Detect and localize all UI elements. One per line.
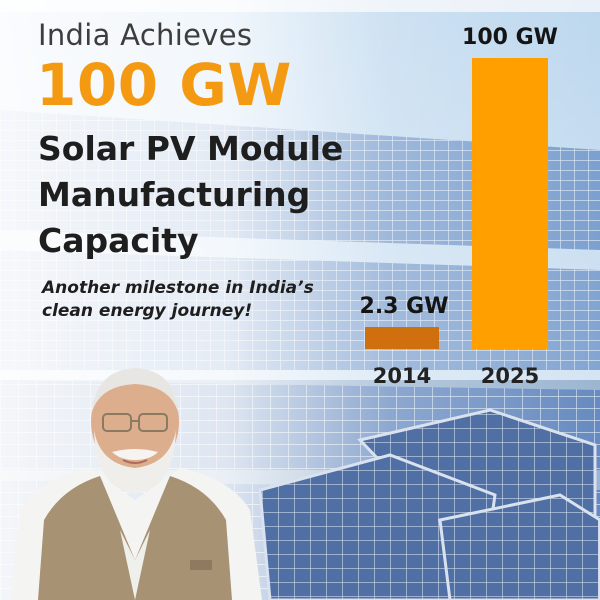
tick-label-2014: 2014: [373, 364, 431, 388]
headline-main: Solar PV Module Manufacturing Capacity: [38, 129, 344, 260]
bar-2025: [472, 58, 548, 349]
bar-value-label-2014: 2.3 GW: [360, 294, 449, 319]
headline-intro: India Achieves: [38, 18, 253, 52]
tick-label-2025: 2025: [481, 364, 539, 388]
foreground-solar-panels: [258, 408, 600, 600]
chart-bars: 2.3 GW 2014 100 GW 2025: [360, 25, 558, 388]
headline-figure: 100 GW: [36, 51, 292, 119]
bar-value-label-2025: 100 GW: [462, 25, 558, 50]
bar-2014: [365, 327, 439, 349]
tagline: Another milestone in India’s clean energ…: [42, 278, 314, 321]
person-portrait: [10, 368, 262, 600]
